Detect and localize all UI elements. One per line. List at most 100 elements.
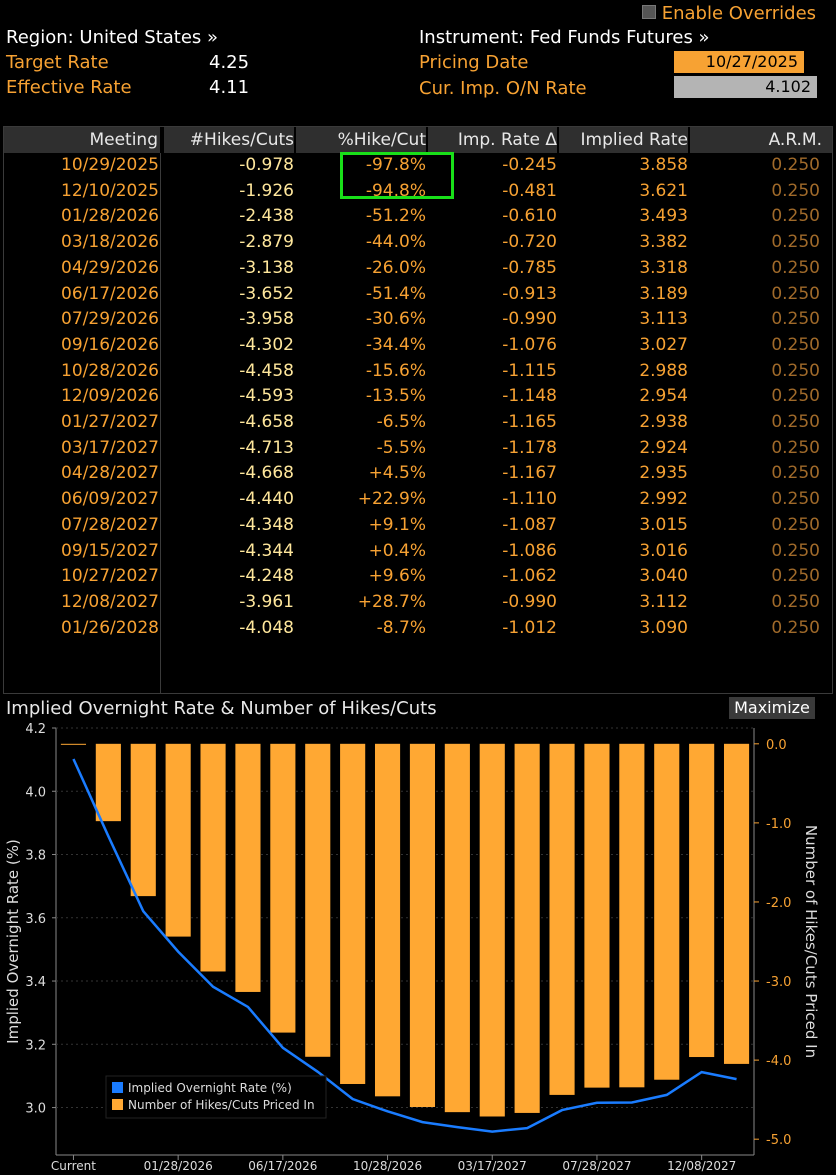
pricing-date-label: Pricing Date <box>419 52 529 73</box>
header-hikes-cuts[interactable]: #Hikes/Cuts <box>164 127 294 153</box>
left-tick-label: 3.2 <box>25 1038 46 1053</box>
region-selector[interactable]: Region: United States » <box>6 27 219 48</box>
cell-arm: 0.250 <box>771 617 820 638</box>
bar <box>270 743 296 1033</box>
cell-pct-hike-cut: -94.8% <box>365 180 426 201</box>
cell-imp-rate-delta: -1.165 <box>502 412 557 432</box>
cell-implied-rate: 3.015 <box>639 514 688 535</box>
table-row[interactable]: 10/27/2027 -4.248 +9.6% -1.062 3.040 0.250 <box>4 564 832 590</box>
table-row[interactable]: 01/27/2027 -4.658 -6.5% -1.165 2.938 0.250 <box>4 410 832 436</box>
left-tick-label: 3.4 <box>25 975 46 990</box>
table-row[interactable]: 09/15/2027 -4.344 +0.4% -1.086 3.016 0.250 <box>4 539 832 565</box>
checkbox-icon[interactable] <box>642 5 656 19</box>
cell-hikes-cuts: -4.048 <box>239 617 294 638</box>
enable-overrides-toggle[interactable]: Enable Overrides <box>642 3 816 24</box>
header-implied-rate[interactable]: Implied Rate <box>559 127 688 153</box>
right-tick-label: 0.0 <box>766 738 787 753</box>
right-axis-title: Number of Hikes/Cuts Priced In <box>802 825 820 1058</box>
bar <box>619 743 645 1088</box>
cell-hikes-cuts: -3.961 <box>239 591 294 612</box>
header-pct-hike-cut[interactable]: %Hike/Cut <box>296 127 426 153</box>
cell-arm: 0.250 <box>771 155 820 175</box>
table-row[interactable]: 03/18/2026 -2.879 -44.0% -0.720 3.382 0.250 <box>4 230 832 256</box>
cell-hikes-cuts: -3.138 <box>239 257 294 278</box>
legend-label-bars: Number of Hikes/Cuts Priced In <box>128 1098 315 1112</box>
bar <box>689 743 715 1058</box>
table-row[interactable]: 01/26/2028 -4.048 -8.7% -1.012 3.090 0.250 <box>4 616 832 642</box>
bar <box>723 743 750 1064</box>
cell-pct-hike-cut: +9.6% <box>368 566 426 587</box>
cell-arm: 0.250 <box>771 540 820 561</box>
table-divider <box>160 153 161 693</box>
cur-imp-rate-value: 4.102 <box>674 76 817 98</box>
cell-pct-hike-cut: +9.1% <box>368 514 426 535</box>
cell-pct-hike-cut: +0.4% <box>368 540 426 561</box>
table-row[interactable]: 12/10/2025 -1.926 -94.8% -0.481 3.621 0.250 <box>4 179 832 205</box>
cell-meeting: 01/26/2028 <box>61 617 159 638</box>
target-rate-value: 4.25 <box>209 52 250 73</box>
cell-pct-hike-cut: -8.7% <box>376 617 426 638</box>
cell-imp-rate-delta: -1.115 <box>502 360 557 381</box>
bar <box>444 743 470 1113</box>
rate-line <box>72 758 737 1133</box>
header-arm[interactable]: A.R.M. <box>690 127 832 153</box>
highlight-box <box>340 152 454 199</box>
cell-pct-hike-cut: -97.8% <box>365 155 426 175</box>
cell-imp-rate-delta: -1.012 <box>502 617 557 638</box>
x-tick-label: 06/17/2026 <box>248 1159 317 1173</box>
bar <box>549 743 575 1095</box>
bar <box>200 743 226 972</box>
header-imp-rate-delta[interactable]: Imp. Rate Δ <box>428 127 557 153</box>
table-row[interactable]: 04/29/2026 -3.138 -26.0% -0.785 3.318 0.250 <box>4 256 832 282</box>
cell-pct-hike-cut: +22.9% <box>357 489 426 510</box>
cell-meeting: 01/28/2026 <box>61 206 159 227</box>
cell-implied-rate: 3.382 <box>639 232 688 253</box>
table-row[interactable]: 10/28/2026 -4.458 -15.6% -1.115 2.988 0.250 <box>4 359 832 385</box>
x-tick-label: 01/28/2026 <box>144 1159 213 1173</box>
bar <box>409 743 436 1108</box>
cell-meeting: 04/29/2026 <box>61 257 159 278</box>
cell-implied-rate: 3.621 <box>639 180 688 201</box>
cell-hikes-cuts: -4.440 <box>239 489 294 510</box>
cell-meeting: 09/15/2027 <box>61 540 159 561</box>
enable-overrides-label: Enable Overrides <box>661 3 817 24</box>
table-row[interactable]: 07/29/2026 -3.958 -30.6% -0.990 3.113 0.250 <box>4 307 832 333</box>
instrument-selector[interactable]: Instrument: Fed Funds Futures » <box>419 27 710 48</box>
cell-arm: 0.250 <box>771 334 820 355</box>
table-row[interactable]: 10/29/2025 -0.978 -97.8% -0.245 3.858 0.250 <box>4 153 832 179</box>
table-row[interactable]: 07/28/2027 -4.348 +9.1% -1.087 3.015 0.250 <box>4 513 832 539</box>
table-row[interactable]: 12/09/2026 -4.593 -13.5% -1.148 2.954 0.250 <box>4 384 832 410</box>
cell-arm: 0.250 <box>771 566 820 587</box>
cell-implied-rate: 2.935 <box>639 463 688 484</box>
table-row[interactable]: 03/17/2027 -4.713 -5.5% -1.178 2.924 0.250 <box>4 436 832 462</box>
cell-hikes-cuts: -4.593 <box>239 386 294 407</box>
cell-pct-hike-cut: -30.6% <box>365 309 426 330</box>
table-row[interactable]: 01/28/2026 -2.438 -51.2% -0.610 3.493 0.250 <box>4 204 832 230</box>
header-meeting[interactable]: Meeting <box>4 127 160 153</box>
right-tick-label: -2.0 <box>766 896 791 911</box>
table-row[interactable]: 06/17/2026 -3.652 -51.4% -0.913 3.189 0.250 <box>4 282 832 308</box>
table-row[interactable]: 09/16/2026 -4.302 -34.4% -1.076 3.027 0.250 <box>4 333 832 359</box>
pricing-date-input[interactable]: 10/27/2025 <box>674 51 804 73</box>
cell-hikes-cuts: -2.438 <box>239 206 294 227</box>
cell-implied-rate: 2.992 <box>639 489 688 510</box>
effective-rate-value: 4.11 <box>209 77 250 98</box>
table-row[interactable]: 12/08/2027 -3.961 +28.7% -0.990 3.112 0.250 <box>4 590 832 616</box>
table-row[interactable]: 04/28/2027 -4.668 +4.5% -1.167 2.935 0.250 <box>4 461 832 487</box>
table-row[interactable]: 06/09/2027 -4.440 +22.9% -1.110 2.992 0.250 <box>4 487 832 513</box>
cell-arm: 0.250 <box>771 180 820 201</box>
bar <box>584 743 610 1088</box>
cell-imp-rate-delta: -0.990 <box>502 309 557 330</box>
cell-pct-hike-cut: +28.7% <box>357 591 426 612</box>
x-tick-label: 12/08/2027 <box>667 1159 736 1173</box>
cell-arm: 0.250 <box>771 232 820 253</box>
target-rate-label: Target Rate <box>6 52 109 73</box>
cell-pct-hike-cut: -26.0% <box>365 257 426 278</box>
cell-implied-rate: 3.040 <box>639 566 688 587</box>
maximize-button[interactable]: Maximize <box>729 697 815 719</box>
cell-meeting: 06/17/2026 <box>61 283 159 304</box>
cell-hikes-cuts: -4.668 <box>239 463 294 484</box>
cell-pct-hike-cut: -5.5% <box>376 437 426 458</box>
bar <box>305 743 331 1057</box>
cell-arm: 0.250 <box>771 489 820 510</box>
